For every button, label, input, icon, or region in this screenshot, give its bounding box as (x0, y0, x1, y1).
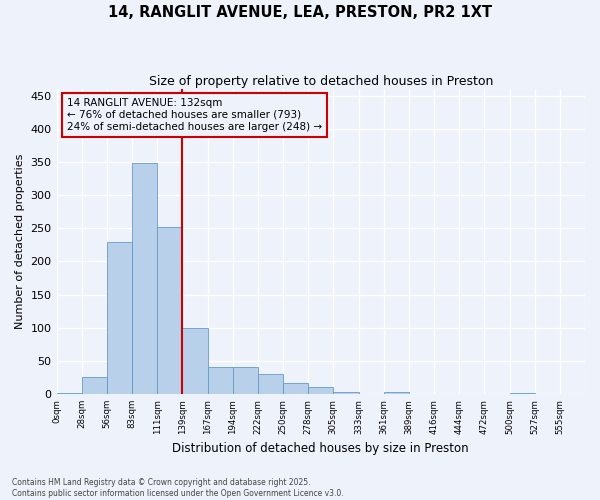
Bar (182, 328, 208, 394)
Text: 14, RANGLIT AVENUE, LEA, PRESTON, PR2 1XT: 14, RANGLIT AVENUE, LEA, PRESTON, PR2 1X… (108, 5, 492, 20)
Bar (82, 378, 107, 394)
Bar (208, 367, 233, 394)
Bar (233, 367, 258, 394)
Y-axis label: Number of detached properties: Number of detached properties (15, 154, 25, 329)
Bar (157, 227, 182, 394)
Bar (258, 374, 283, 394)
Title: Size of property relative to detached houses in Preston: Size of property relative to detached ho… (149, 75, 493, 88)
Bar (383, 392, 409, 394)
Text: 14 RANGLIT AVENUE: 132sqm
← 76% of detached houses are smaller (793)
24% of semi: 14 RANGLIT AVENUE: 132sqm ← 76% of detac… (67, 98, 322, 132)
X-axis label: Distribution of detached houses by size in Preston: Distribution of detached houses by size … (172, 442, 469, 455)
Bar (107, 242, 132, 394)
Text: Contains HM Land Registry data © Crown copyright and database right 2025.
Contai: Contains HM Land Registry data © Crown c… (12, 478, 344, 498)
Bar (334, 392, 359, 394)
Bar (56, 392, 82, 394)
Bar (132, 164, 157, 394)
Bar (509, 392, 535, 394)
Bar (283, 384, 308, 394)
Bar (308, 388, 334, 394)
